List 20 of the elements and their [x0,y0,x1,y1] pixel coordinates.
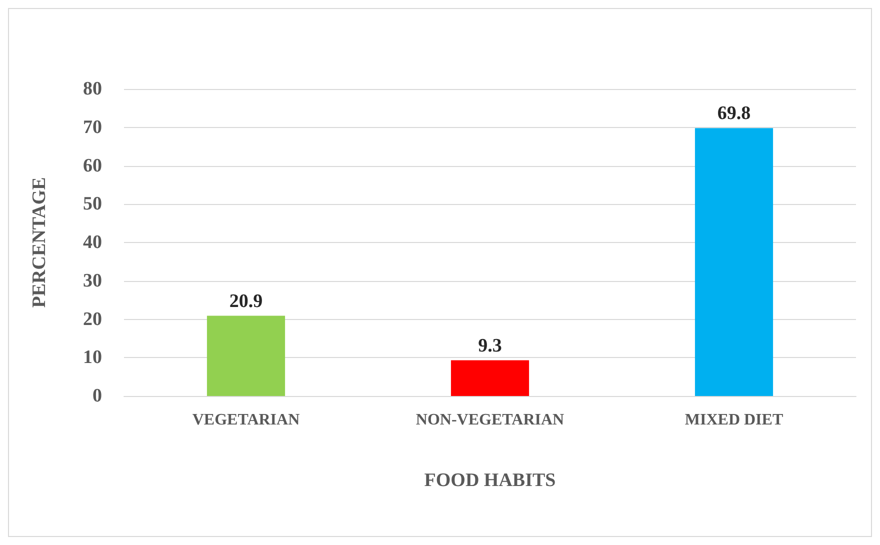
y-tick-label: 0 [92,386,102,406]
y-tick-label: 20 [83,308,102,330]
x-tick-label: MIXED DIET [684,412,784,428]
bar [450,360,530,396]
x-tick-label: VEGETARIAN [192,412,300,428]
x-tick-label: NON-VEGETARIAN [416,412,565,428]
y-tick-label: 70 [83,116,102,138]
y-tick-label: 50 [83,194,102,215]
bar [206,316,286,396]
y-tick-label: 10 [83,347,102,368]
data-label: 9.3 [478,335,502,356]
bar [694,128,774,396]
x-axis-title: FOOD HABITS [424,470,556,491]
data-label: 20.9 [229,290,263,312]
y-tick-label: 40 [83,232,102,253]
y-tick-label: 30 [83,270,102,292]
y-tick-label: 60 [83,155,102,176]
y-tick-label: 80 [83,78,102,100]
y-axis-title: PERCENTAGE [29,177,50,308]
data-label: 69.8 [717,103,751,124]
